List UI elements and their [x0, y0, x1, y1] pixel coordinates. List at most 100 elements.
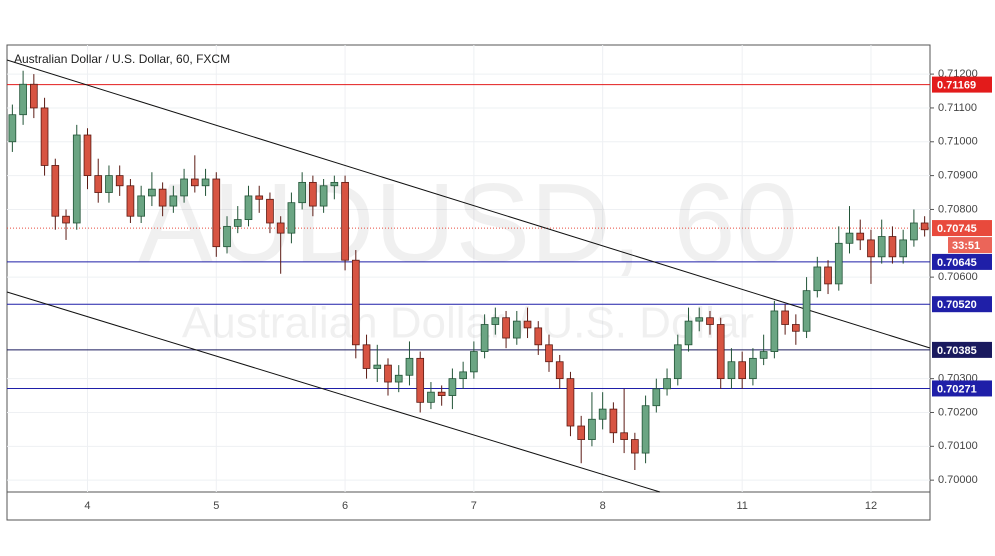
candle-body [738, 361, 747, 380]
price-level-tag [932, 341, 992, 358]
price-level-label: 0.71169 [937, 79, 976, 91]
candle-body [716, 324, 725, 380]
chart-frame [6, 44, 931, 521]
candle-body [72, 134, 81, 224]
candle-body [201, 178, 210, 187]
candle-body [588, 418, 596, 440]
candle-body [845, 232, 854, 244]
candle-body [684, 320, 693, 346]
candle-body [309, 181, 317, 207]
candle-body [512, 320, 521, 339]
x-tick-label: 11 [736, 500, 747, 512]
last-price-tag [932, 220, 992, 237]
x-tick-label: 7 [471, 500, 477, 512]
candle-body [427, 391, 435, 403]
candle-body [566, 378, 575, 427]
y-tick-label: 0.71000 [938, 136, 978, 148]
y-tick-label: 0.70600 [938, 271, 978, 283]
candle-body [287, 202, 296, 234]
candle-body [105, 175, 113, 193]
candle-body [362, 344, 371, 369]
candle-body [190, 178, 199, 187]
candle-body [867, 239, 875, 258]
candle-body [126, 185, 135, 217]
countdown-tag [948, 237, 992, 254]
candle-body [770, 310, 779, 352]
candle-body [555, 361, 564, 380]
watermark-subtitle: Australian Dollar / U.S. Dollar [182, 299, 754, 348]
candle-body [373, 364, 382, 369]
candle-body [148, 188, 156, 197]
x-tick-label: 12 [865, 500, 877, 512]
candle-body [491, 317, 500, 325]
candle-body [609, 408, 618, 434]
candle-body [233, 219, 242, 227]
candle-body [158, 188, 167, 207]
candle-body [115, 175, 124, 187]
candle-body [319, 185, 328, 207]
candle-body [727, 361, 736, 380]
candle-body [620, 432, 628, 440]
candle-body [856, 232, 865, 241]
candle-body [298, 181, 306, 204]
chart-title: Australian Dollar / U.S. Dollar, 60, FXC… [14, 52, 230, 66]
countdown-label: 33:51 [952, 240, 980, 252]
candle-body [631, 439, 639, 454]
y-tick-label: 0.70800 [938, 203, 978, 215]
trend-line [6, 59, 931, 349]
candle-body [8, 114, 17, 143]
candle-body [137, 195, 145, 217]
candle-body [330, 181, 339, 187]
candle-body [749, 357, 757, 380]
candle-body [899, 239, 908, 258]
candle-body [877, 236, 886, 258]
candle-body [888, 236, 897, 258]
candle-body [212, 178, 221, 248]
price-level-tag [932, 296, 992, 313]
candle-body [180, 178, 188, 197]
price-level-label: 0.70271 [937, 383, 977, 395]
price-level-label: 0.70645 [937, 257, 977, 269]
candle-body [341, 181, 349, 261]
y-tick-label: 0.70100 [938, 440, 978, 452]
candle-body [920, 222, 929, 231]
candle-body [813, 266, 822, 292]
candle-body [255, 195, 264, 200]
price-level-label: 0.70520 [937, 299, 977, 311]
candle-body [276, 222, 285, 234]
candle-body [598, 408, 607, 420]
candle-body [40, 107, 49, 166]
candle-body [244, 195, 253, 221]
x-tick-label: 4 [84, 500, 90, 512]
candle-body [394, 374, 403, 383]
x-tick-label: 5 [213, 500, 219, 512]
candle-body [663, 378, 671, 390]
candle-body [695, 317, 704, 322]
candle-body [459, 371, 467, 380]
candle-body [577, 425, 586, 440]
candle-body [781, 310, 789, 325]
candle-body [706, 317, 714, 325]
candle-body [169, 195, 178, 207]
price-level-tag [932, 76, 992, 93]
candle-body [523, 320, 532, 329]
y-tick-label: 0.70900 [938, 170, 978, 182]
candle-body [384, 364, 392, 383]
price-level-tag [932, 380, 992, 397]
candle-body [910, 222, 918, 241]
candle-body [405, 357, 414, 376]
candle-body [266, 198, 274, 224]
candle-body [29, 83, 38, 109]
candle-body [824, 266, 832, 285]
candle-body [83, 134, 92, 177]
candle-body [792, 324, 800, 332]
candle-body [351, 259, 360, 346]
candle-body [673, 344, 682, 380]
candle-body [19, 83, 27, 116]
y-tick-label: 0.70000 [938, 474, 978, 486]
candle-body [62, 215, 70, 224]
candle-body [759, 351, 768, 359]
candle-body [802, 290, 811, 332]
candle-body [480, 324, 489, 352]
